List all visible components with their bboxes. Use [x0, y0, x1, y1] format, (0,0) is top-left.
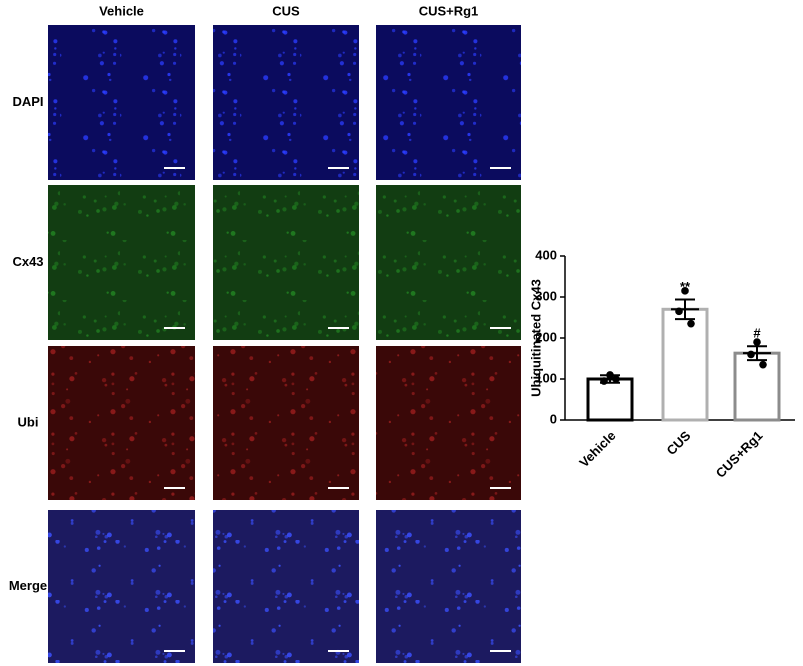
y-tick-label: 100 — [535, 370, 557, 385]
data-point — [612, 375, 620, 383]
bar — [661, 307, 709, 422]
data-point — [606, 371, 614, 379]
micrograph — [48, 346, 195, 500]
x-tick-label: CUS — [664, 428, 694, 458]
bar — [733, 351, 781, 422]
data-point — [675, 307, 683, 316]
row-label: DAPI — [12, 94, 43, 109]
micrograph — [48, 25, 195, 180]
micrograph — [48, 510, 195, 663]
micrograph — [213, 510, 359, 663]
micrograph — [376, 185, 521, 340]
y-axis-label: Ubiquitinated Cx43 — [528, 279, 543, 397]
micrograph — [48, 185, 195, 340]
data-point — [753, 338, 761, 346]
micrograph — [213, 346, 359, 500]
data-point — [759, 360, 767, 369]
micrograph — [213, 185, 359, 340]
row-label: Merge — [9, 578, 47, 593]
significance: # — [753, 326, 761, 341]
data-point — [687, 319, 695, 328]
y-tick-label: 400 — [535, 247, 557, 262]
column-label: CUS+Rg1 — [419, 3, 479, 18]
data-point — [681, 287, 689, 295]
micrograph — [376, 346, 521, 500]
row-label: Cx43 — [12, 254, 43, 269]
significance: ** — [680, 279, 691, 294]
column-label: CUS — [272, 3, 300, 18]
y-tick-label: 0 — [550, 411, 557, 426]
x-tick-label: CUS+Rg1 — [713, 428, 766, 481]
data-point — [747, 350, 755, 359]
y-tick-label: 200 — [535, 329, 557, 344]
y-tick-label: 300 — [535, 288, 557, 303]
bar — [586, 377, 634, 422]
micrograph — [376, 25, 521, 180]
row-label: Ubi — [18, 414, 39, 429]
micrograph — [213, 25, 359, 180]
column-label: Vehicle — [99, 3, 144, 18]
micrograph — [376, 510, 521, 663]
x-tick-label: Vehicle — [576, 428, 618, 470]
data-point — [600, 377, 608, 385]
